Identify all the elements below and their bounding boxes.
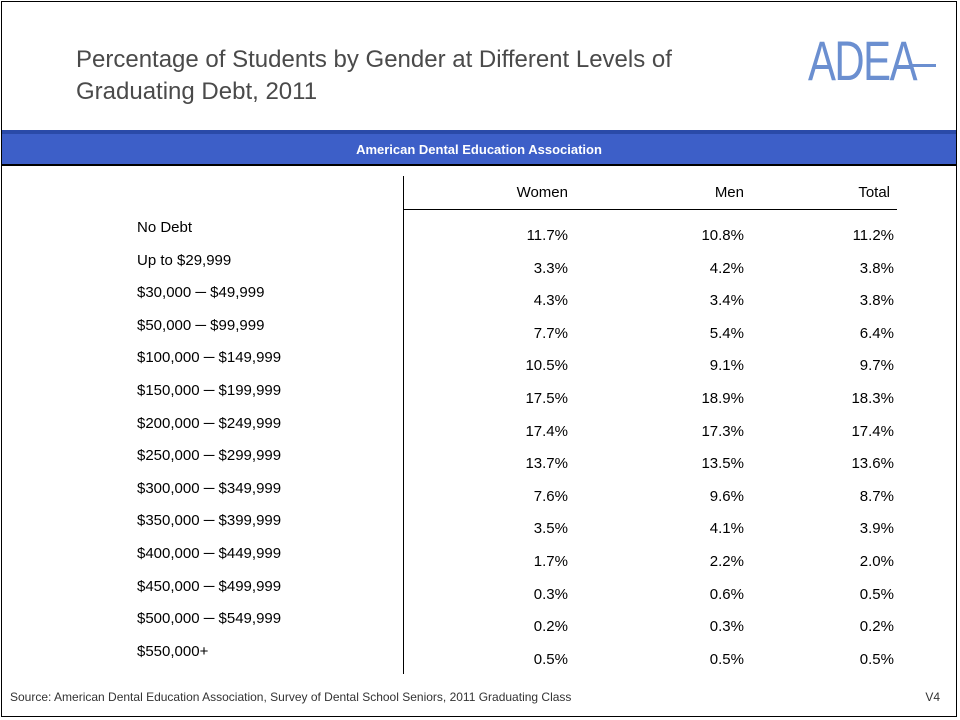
cell-men: 4.1% bbox=[709, 520, 744, 538]
association-name: American Dental Education Association bbox=[356, 142, 602, 157]
cell-women: 11.7% bbox=[526, 227, 568, 244]
cell-total: 0.5% bbox=[859, 585, 894, 603]
cell-women: 0.3% bbox=[533, 585, 568, 603]
cell-women: 10.5% bbox=[525, 357, 568, 375]
cell-total: 0.2% bbox=[859, 618, 894, 636]
cell-total: 18.3% bbox=[851, 390, 894, 407]
row-label: $50,000 ─ $99,999 bbox=[137, 316, 265, 334]
cell-women: 1.7% bbox=[533, 553, 568, 570]
cell-women: 3.3% bbox=[533, 259, 568, 277]
cell-men: 0.3% bbox=[709, 618, 744, 636]
cell-women: 0.5% bbox=[533, 650, 568, 668]
cell-men: 9.1% bbox=[709, 357, 744, 375]
cell-men: 5.4% bbox=[709, 324, 744, 342]
cell-total: 2.0% bbox=[859, 553, 894, 570]
column-header-men: Men bbox=[714, 184, 744, 201]
cell-men: 0.5% bbox=[709, 650, 744, 668]
cell-total: 6.4% bbox=[859, 324, 894, 342]
cell-total: 11.2% bbox=[852, 227, 894, 244]
cell-total: 9.7% bbox=[859, 357, 894, 375]
cell-men: 17.3% bbox=[701, 422, 744, 440]
column-header-women: Women bbox=[516, 184, 568, 201]
cell-men: 2.2% bbox=[709, 553, 744, 570]
cell-men: 0.6% bbox=[709, 585, 744, 603]
cell-men: 10.8% bbox=[701, 227, 744, 244]
cell-women: 7.6% bbox=[533, 487, 568, 505]
row-label: $250,000 ─ $299,999 bbox=[137, 447, 282, 465]
cell-women: 17.5% bbox=[525, 390, 568, 407]
row-label: Up to $29,999 bbox=[137, 251, 232, 269]
source-note: Source: American Dental Education Associ… bbox=[10, 690, 572, 704]
row-label: $350,000 ─ $399,999 bbox=[137, 512, 282, 530]
cell-total: 0.5% bbox=[859, 650, 894, 668]
cell-women: 17.4% bbox=[525, 422, 568, 440]
row-label: $100,000 ─ $149,999 bbox=[137, 349, 282, 367]
row-label: $450,000 ─ $499,999 bbox=[137, 577, 282, 595]
association-band: American Dental Education Association bbox=[2, 130, 956, 164]
cell-total: 8.7% bbox=[859, 487, 894, 505]
row-label: $30,000 ─ $49,999 bbox=[137, 284, 265, 302]
cell-total: 17.4% bbox=[851, 422, 894, 440]
cell-men: 4.2% bbox=[709, 259, 744, 277]
cell-total: 3.9% bbox=[859, 520, 894, 538]
row-label: $200,000 ─ $249,999 bbox=[137, 414, 282, 432]
cell-women: 13.7% bbox=[525, 455, 568, 473]
cell-men: 18.9% bbox=[701, 390, 744, 407]
band-top-line bbox=[2, 130, 956, 134]
table-vertical-divider bbox=[403, 176, 404, 674]
cell-women: 4.3% bbox=[533, 292, 568, 310]
cell-women: 7.7% bbox=[533, 324, 568, 342]
cell-women: 3.5% bbox=[533, 520, 568, 538]
table-header-divider bbox=[404, 209, 897, 210]
cell-men: 9.6% bbox=[709, 487, 744, 505]
column-header-total: Total bbox=[858, 184, 890, 201]
cell-men: 13.5% bbox=[701, 455, 744, 473]
cell-total: 3.8% bbox=[859, 292, 894, 310]
cell-total: 3.8% bbox=[859, 259, 894, 277]
row-label: $550,000+ bbox=[137, 642, 209, 660]
slide-number: V4 bbox=[925, 690, 940, 704]
row-label: $400,000 ─ $449,999 bbox=[137, 545, 282, 562]
row-label: $500,000 ─ $549,999 bbox=[137, 610, 282, 628]
cell-women: 0.2% bbox=[533, 618, 568, 636]
band-bottom-line bbox=[2, 164, 956, 166]
adea-logo: ADEA bbox=[808, 30, 936, 86]
svg-text:ADEA: ADEA bbox=[808, 30, 918, 86]
row-label: $300,000 ─ $349,999 bbox=[137, 479, 282, 497]
row-label: $150,000 ─ $199,999 bbox=[137, 382, 282, 399]
cell-total: 13.6% bbox=[851, 455, 894, 473]
page-title: Percentage of Students by Gender at Diff… bbox=[76, 46, 672, 105]
cell-men: 3.4% bbox=[709, 292, 744, 310]
row-label: No Debt bbox=[137, 219, 193, 236]
